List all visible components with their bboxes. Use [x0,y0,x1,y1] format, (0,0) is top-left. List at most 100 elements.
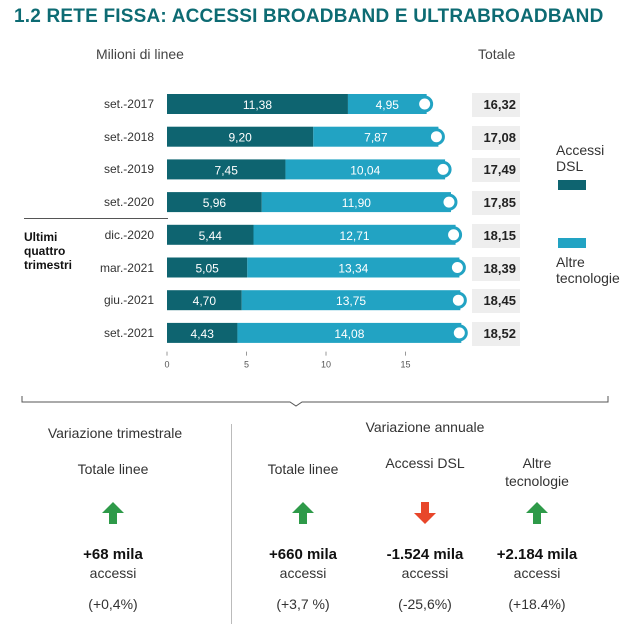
total-value: 18,52 [472,321,520,346]
stat-percent: (+0,4%) [88,596,138,612]
vertical-divider [231,424,232,624]
total-value: 17,49 [472,158,520,183]
stat-value: +68 mila [83,546,143,563]
bar-dsl [167,192,262,213]
label-dsl: 4,70 [193,294,217,308]
bar-dsl [167,94,348,114]
bar-end-marker [427,128,445,146]
last-four-quarters-label: Ultimi quattro trimestri [24,230,72,272]
category-label: mar.-2021 [99,260,154,275]
bar-dsl [167,322,238,343]
label-dsl: 11,38 [243,98,272,112]
label-altre: 14,08 [334,327,364,341]
arrow-up-icon [526,502,548,524]
legend-altre-line-1: Altre [556,254,585,270]
label-dsl: 5,96 [203,196,227,210]
x-tick-label: 5 [244,360,249,370]
x-tick-label: 15 [400,360,410,370]
label-dsl: 5,05 [195,262,219,276]
stat-percent: (+18.4%) [508,596,566,612]
stat-heading: Accessi DSL [385,455,465,471]
stat-value: +2.184 mila [496,546,578,563]
legend-dsl-label: Accessi DSL [556,142,604,174]
label-altre: 12,71 [340,229,370,243]
bar-altre [313,126,439,147]
legend-dsl-line-1: Accessi [556,142,605,158]
stat-heading: Totale linee [77,461,149,477]
stat-value: -1.524 mila [386,546,464,563]
x-tick-label: 10 [321,360,331,370]
bar-altre [241,290,461,311]
bar-dsl [167,224,254,245]
bar-end-marker [440,193,458,211]
label-dsl: 9,20 [228,131,252,145]
legend-altre-label: Altre tecnologie [556,254,620,286]
bar-end-marker [416,95,434,113]
total-value: 17,08 [472,125,520,150]
legend-altre-swatch [558,238,586,248]
bar-altre [261,192,451,213]
label-altre: 10,04 [350,163,380,177]
category-label: set.-2019 [103,162,154,177]
legend-dsl-line-2: DSL [556,158,584,174]
bar-altre [237,322,462,343]
stat-value: +660 mila [269,546,337,563]
bar-altre [347,94,427,114]
stat-heading: Altre tecnologie [505,455,569,489]
bar-end-marker [445,226,463,244]
x-tick-label: 0 [164,360,169,370]
legend-altre-line-2: tecnologie [556,270,620,286]
total-value: 18,15 [472,223,520,248]
stat-percent: (-25,6%) [398,596,452,612]
bar-end-marker [450,324,468,342]
label-dsl: 4,43 [191,327,215,341]
bar-dsl [167,257,248,278]
stat-unit: accessi [89,565,137,581]
category-label: giu.-2021 [103,293,154,308]
arrow-up-icon [292,502,314,524]
arrow-up-icon [102,502,124,524]
ultimi-line-3: trimestri [24,258,73,272]
label-altre: 4,95 [376,98,400,112]
total-value: 17,85 [472,191,520,216]
ultimi-line-1: Ultimi [24,230,58,244]
category-label: dic.-2020 [104,227,154,242]
y-axis-header: Milioni di linee [96,46,184,62]
category-label: set.-2017 [103,97,154,111]
total-value: 18,45 [472,289,520,314]
bar-altre [247,257,460,278]
stat-unit: accessi [513,565,561,581]
bar-dsl [167,290,242,311]
bar-end-marker [434,160,452,178]
bar-altre [285,159,446,180]
bar-altre [253,224,456,245]
label-altre: 13,34 [338,262,368,276]
bar-dsl [167,126,314,147]
bar-end-marker [449,291,467,309]
section-brace [21,396,609,407]
stat-heading: Totale linee [267,461,339,477]
stat-percent: (+3,7 %) [276,596,330,612]
bar-chart: 11,38 4,95 9,20 7,87 7,45 10,04 5,96 11,90 5,44 1… [164,94,468,370]
total-header: Totale [478,46,516,62]
category-label: set.-2020 [103,195,154,210]
label-altre: 13,75 [336,294,366,308]
category-label: set.-2021 [103,325,154,340]
stat-unit: accessi [279,565,327,581]
category-label: set.-2018 [103,129,154,144]
label-altre: 11,90 [342,196,371,210]
annual-title: Variazione annuale [365,419,485,435]
quarterly-title: Variazione trimestrale [47,425,183,441]
label-dsl: 5,44 [199,229,223,243]
stat-unit: accessi [401,565,449,581]
total-value: 16,32 [472,93,520,117]
total-value: 18,39 [472,256,520,281]
arrow-down-icon [414,502,436,524]
label-dsl: 7,45 [215,163,239,177]
ultimi-line-2: quattro [24,244,66,258]
legend-dsl-swatch [558,180,586,190]
label-altre: 7,87 [364,131,388,145]
page-title: 1.2 RETE FISSA: ACCESSI BROADBAND E ULTR… [14,6,604,27]
bar-dsl [167,159,286,180]
quarters-divider [24,218,168,219]
